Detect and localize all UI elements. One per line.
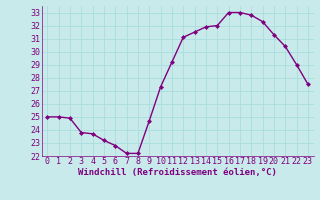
X-axis label: Windchill (Refroidissement éolien,°C): Windchill (Refroidissement éolien,°C) <box>78 168 277 177</box>
